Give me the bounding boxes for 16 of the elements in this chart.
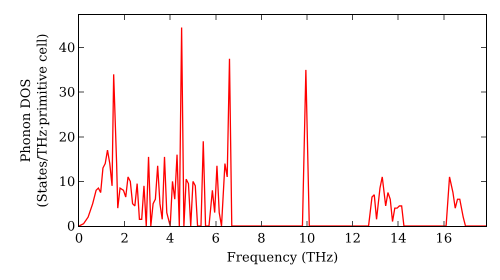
- x-tick-label: 8: [257, 232, 266, 247]
- x-tick-label: 16: [436, 232, 452, 247]
- y-tick-label: 40: [58, 41, 76, 56]
- y-axis-title: Phonon DOS (States/THz·primitive cell): [18, 33, 51, 208]
- x-tick-label: 14: [390, 232, 406, 247]
- x-tick-label: 10: [298, 232, 316, 247]
- x-tick-label: 6: [212, 232, 220, 247]
- x-axis-title: Frequency (THz): [226, 250, 338, 266]
- x-tick-label: 12: [344, 232, 361, 247]
- x-tick-label: 2: [120, 232, 129, 247]
- line-series: [79, 26, 486, 226]
- x-tick-label: 4: [166, 232, 174, 247]
- y-tick-label: 20: [58, 130, 76, 146]
- y-tick-label: 10: [58, 174, 76, 190]
- y-tick-label: 30: [58, 86, 76, 101]
- y-tick-label: 0: [67, 220, 76, 235]
